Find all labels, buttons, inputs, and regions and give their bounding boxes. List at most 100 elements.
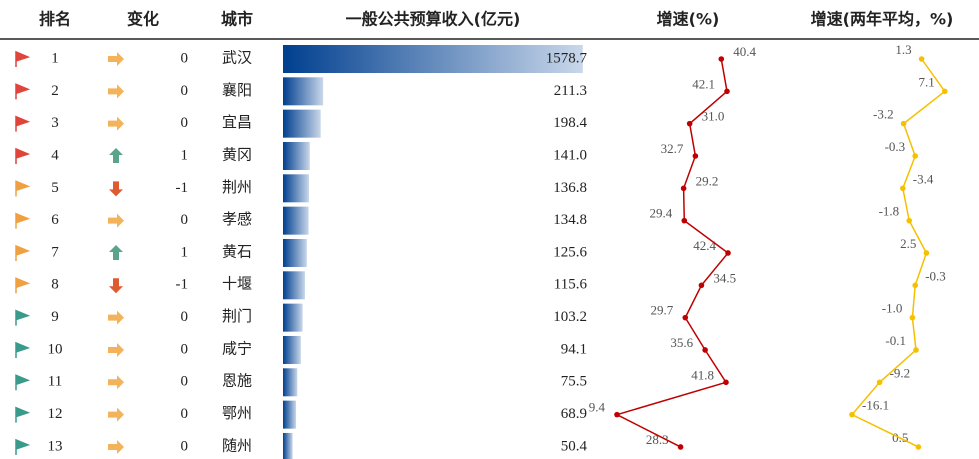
growth2-point — [900, 185, 906, 192]
growth-point — [724, 88, 730, 95]
change-value: 0 — [181, 438, 189, 454]
rank: 1 — [51, 50, 59, 66]
arrow-right-icon — [108, 439, 124, 454]
growth-label: 28.3 — [646, 432, 669, 447]
growth2-label: 7.1 — [919, 74, 935, 89]
flag-icon — [15, 180, 31, 197]
revenue-bar — [283, 335, 301, 364]
growth-point — [680, 185, 687, 192]
change-value: 0 — [181, 406, 189, 422]
city: 十堰 — [222, 276, 252, 293]
change-value: 0 — [181, 341, 189, 357]
revenue-label: 141.0 — [553, 147, 587, 163]
rank: 4 — [51, 147, 59, 163]
city: 荆门 — [222, 308, 252, 325]
flag-icon — [15, 212, 31, 229]
revenue-bar — [283, 45, 583, 73]
rank: 6 — [51, 212, 59, 228]
revenue-bar — [283, 77, 324, 106]
growth-point — [614, 411, 620, 418]
growth2-point — [909, 314, 916, 321]
flag-icon — [15, 244, 31, 261]
growth-point — [702, 347, 708, 353]
city: 宜昌 — [222, 114, 252, 131]
growth2-label: -0.3 — [925, 268, 946, 283]
change-value: 0 — [181, 115, 189, 131]
growth-point — [723, 379, 729, 386]
revenue-label: 50.4 — [561, 438, 588, 454]
revenue-label: 115.6 — [554, 277, 588, 293]
growth-point — [682, 314, 689, 321]
growth-label: 35.6 — [670, 335, 693, 350]
column-header: 增速(%) — [657, 10, 720, 29]
column-header: 排名 — [39, 10, 71, 29]
change-value: -1 — [176, 277, 189, 293]
rank: 11 — [48, 374, 62, 390]
growth2-point — [915, 444, 922, 450]
flag-icon — [15, 374, 31, 391]
flag-icon — [15, 147, 31, 164]
growth2-label: -3.4 — [913, 171, 934, 186]
flag-icon — [15, 50, 31, 67]
change-value: 0 — [181, 83, 189, 99]
arrow-right-icon — [108, 52, 124, 66]
flag-icon — [15, 83, 31, 100]
revenue-bar — [283, 303, 303, 332]
revenue-label: 198.4 — [553, 115, 587, 131]
growth2-point — [876, 379, 883, 386]
revenue-bar — [283, 141, 310, 170]
growth2-label: -9.2 — [890, 365, 911, 380]
city: 恩施 — [222, 373, 252, 390]
growth-point — [718, 56, 725, 62]
growth-label: 42.1 — [692, 76, 715, 91]
revenue-label: 75.5 — [561, 374, 587, 390]
revenue-bar — [283, 174, 309, 203]
growth-point — [692, 153, 699, 159]
revenue-label: 1578.7 — [546, 50, 588, 66]
rank: 7 — [51, 244, 59, 260]
arrow-down-icon — [109, 278, 123, 294]
arrow-up-icon — [109, 147, 123, 163]
growth-label: 42.4 — [693, 238, 716, 253]
city: 咸宁 — [222, 340, 252, 357]
growth-label: 41.8 — [691, 367, 714, 382]
flag-icon — [15, 115, 31, 132]
growth2-line — [850, 58, 946, 448]
growth2-point — [849, 411, 855, 418]
rank: 3 — [51, 115, 59, 131]
flag-icon — [15, 438, 31, 455]
growth-point — [725, 250, 731, 256]
growth2-point — [923, 250, 930, 256]
growth2-label: 1.3 — [895, 42, 911, 57]
growth-label: 29.7 — [651, 303, 674, 318]
rank: 2 — [51, 83, 59, 99]
city: 随州 — [222, 437, 252, 454]
arrow-right-icon — [108, 342, 124, 357]
city: 黄冈 — [222, 146, 252, 163]
growth2-label: -1.8 — [879, 204, 900, 219]
flag-icon — [15, 406, 31, 423]
revenue-bar — [283, 432, 293, 459]
revenue-bar — [283, 206, 309, 235]
growth-label: 34.5 — [713, 270, 736, 285]
column-header: 变化 — [127, 10, 159, 29]
revenue-label: 103.2 — [553, 309, 587, 325]
flag-icon — [15, 341, 31, 358]
revenue-label: 68.9 — [561, 406, 587, 422]
column-header: 增速(两年平均，%) — [811, 10, 954, 29]
growth-label: 40.4 — [733, 44, 756, 59]
revenue-bar — [283, 109, 321, 138]
flag-icon — [15, 277, 31, 294]
growth2-point — [918, 56, 925, 62]
change-value: 0 — [181, 50, 189, 66]
growth-point — [677, 444, 684, 450]
growth2-label: -0.1 — [885, 333, 906, 348]
change-value: 0 — [181, 374, 189, 390]
growth-label: 31.0 — [702, 109, 725, 124]
growth2-point — [912, 153, 918, 159]
growth2-label: 2.5 — [900, 236, 916, 251]
revenue-bar — [283, 238, 307, 267]
city: 鄂州 — [222, 405, 252, 422]
city: 黄石 — [222, 243, 252, 260]
